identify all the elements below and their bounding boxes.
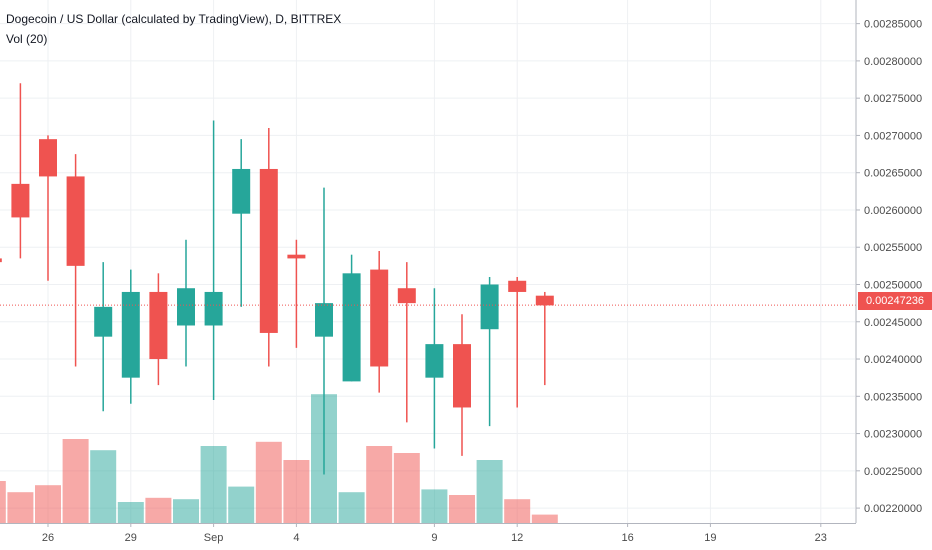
time-tick-label: Sep [204, 532, 224, 544]
candle [508, 277, 527, 408]
candle-body [370, 269, 389, 367]
time-tick-label: 16 [621, 532, 633, 544]
last-price-badge: 0.00247236 [858, 292, 932, 310]
candle-body [121, 291, 140, 378]
volume-bar [62, 439, 89, 523]
volume-bar [531, 514, 558, 523]
candle [204, 120, 223, 401]
volume-bar [35, 485, 61, 523]
candle-body [535, 295, 554, 306]
candle [0, 258, 2, 263]
chart-legend: Dogecoin / US Dollar (calculated by Trad… [6, 9, 341, 49]
volume-bar [7, 492, 34, 523]
candle [232, 139, 251, 307]
candle-body [287, 254, 306, 259]
price-tick-label: 0.00250000 [864, 279, 922, 291]
candle [370, 250, 389, 393]
price-tick-label: 0.00255000 [864, 242, 922, 254]
price-tick-label: 0.00245000 [864, 317, 922, 329]
time-tick-label: 26 [42, 532, 54, 544]
candle-body [66, 176, 85, 266]
volume-bar [504, 499, 531, 523]
candle [121, 269, 140, 404]
candle-body [94, 306, 113, 337]
candle-body [508, 280, 527, 292]
candle [480, 277, 499, 427]
volume-bar [449, 495, 475, 523]
candle-body [342, 273, 361, 382]
volume-bar [200, 446, 227, 523]
volume-bar [173, 499, 199, 523]
candle-body [177, 288, 195, 326]
candle [397, 262, 416, 423]
volume-bar [145, 497, 172, 523]
volume-bar [476, 460, 503, 523]
volume-bar [283, 460, 310, 523]
volume-bar [393, 453, 420, 523]
candle [66, 154, 85, 367]
candle-body [480, 284, 499, 330]
price-tick-label: 0.00260000 [864, 205, 922, 217]
candle-body [453, 344, 471, 408]
candle-body [39, 139, 57, 177]
time-tick-label: 23 [815, 532, 827, 544]
candle-body [397, 288, 416, 304]
candle [259, 127, 278, 367]
price-tick-label: 0.00240000 [864, 354, 922, 366]
price-tick-label: 0.00285000 [864, 19, 922, 31]
axes: 0.00220000 0.00225000 0.00230000 0.00235000… [0, 0, 922, 544]
candle [177, 239, 195, 367]
time-tick-label: 29 [125, 532, 137, 544]
candle [425, 288, 444, 449]
candle-body [232, 168, 251, 214]
price-tick-label: 0.00235000 [864, 391, 922, 403]
price-tick-label: 0.00220000 [864, 503, 922, 515]
candle-body [149, 291, 168, 360]
volume-indicator-label: Vol (20) [6, 32, 48, 46]
candle-body [315, 303, 333, 337]
candle [453, 314, 471, 456]
candle-body [259, 168, 278, 333]
candle [149, 273, 168, 386]
candle [535, 291, 554, 386]
candle [39, 135, 57, 281]
time-tick-label: 19 [704, 532, 716, 544]
volume-bar [366, 446, 393, 523]
volume-bar [228, 486, 255, 523]
candles [0, 83, 554, 475]
price-tick-label: 0.00225000 [864, 466, 922, 478]
volume-bar [0, 481, 6, 523]
price-tick-label: 0.00230000 [864, 429, 922, 441]
grid-lines [0, 0, 855, 523]
volume-bars [0, 394, 558, 523]
price-tick-label: 0.00275000 [864, 93, 922, 105]
candle [315, 187, 333, 475]
candle-body [425, 344, 444, 378]
price-tick-label: 0.00270000 [864, 130, 922, 142]
candle [94, 262, 113, 412]
volume-bar [255, 441, 282, 523]
price-tick-label: 0.00280000 [864, 56, 922, 68]
volume-bar [338, 492, 365, 523]
price-tick-label: 0.00265000 [864, 168, 922, 180]
time-tick-label: 9 [431, 532, 437, 544]
candle-body [204, 291, 223, 326]
time-tick-label: 12 [511, 532, 523, 544]
time-tick-label: 4 [293, 532, 299, 544]
candle [11, 83, 30, 259]
volume-bar [90, 450, 117, 523]
symbol-title: Dogecoin / US Dollar (calculated by Trad… [6, 12, 342, 26]
candle-body [0, 258, 2, 263]
volume-bar [421, 489, 448, 523]
candle [287, 239, 306, 348]
candle [342, 254, 361, 382]
volume-bar [117, 502, 144, 523]
candle-body [11, 183, 30, 218]
